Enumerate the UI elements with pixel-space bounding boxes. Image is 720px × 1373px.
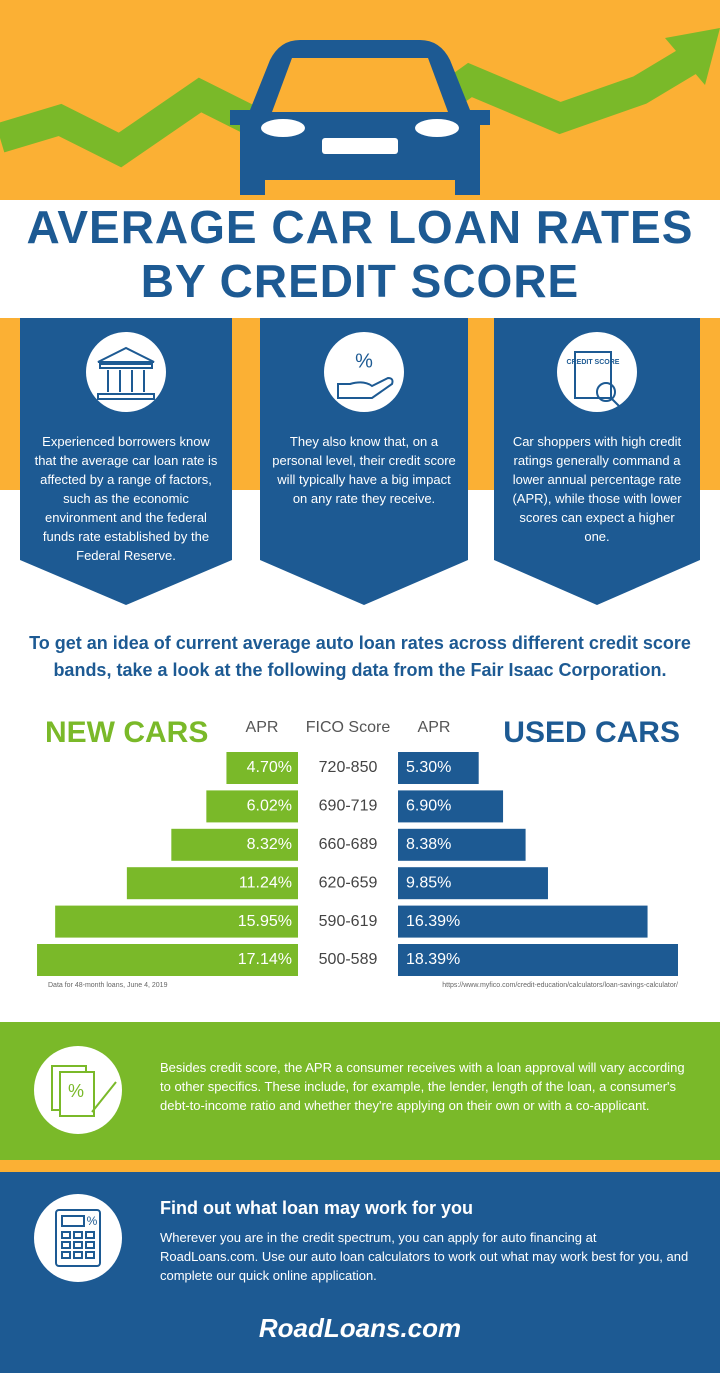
value-label: 9.85% xyxy=(406,874,451,891)
category-label: 590-619 xyxy=(319,913,378,930)
bar xyxy=(226,752,298,784)
bar xyxy=(55,905,298,938)
column-header: APR xyxy=(246,719,279,736)
value-label: 8.32% xyxy=(247,836,292,853)
bar xyxy=(398,867,548,900)
cta-heading: Find out what loan may work for you xyxy=(160,1198,474,1218)
category-label: 660-689 xyxy=(319,836,378,853)
bar xyxy=(398,905,648,938)
value-label: 8.38% xyxy=(406,836,451,853)
column-header: FICO Score xyxy=(306,719,391,736)
value-label: 11.24% xyxy=(239,874,292,891)
value-label: 18.39% xyxy=(406,951,460,968)
panel-text: They also know that, on a personal level… xyxy=(272,434,456,506)
intro: To get an idea of current average auto l… xyxy=(29,633,691,680)
percent-icon: % xyxy=(355,350,373,372)
chart: APR FICO Score APR NEW CARS USED CARS 4.70% 5.… xyxy=(37,716,680,989)
value-label: 17.14% xyxy=(238,951,292,968)
category-label: 690-719 xyxy=(319,798,378,815)
bar xyxy=(206,790,298,823)
cta-text: Wherever you are in the credit spectrum,… xyxy=(160,1230,689,1283)
category-label: 500-589 xyxy=(319,951,378,968)
bar xyxy=(37,944,299,976)
category-label: 720-850 xyxy=(319,759,378,776)
title-line-1: AVERAGE CAR LOAN RATES xyxy=(26,201,694,253)
bar xyxy=(398,944,678,976)
value-label: 16.39% xyxy=(406,913,460,930)
panel-text: Experienced borrowers know that the aver… xyxy=(34,434,218,563)
note: https://www.myfico.com/credit-education/… xyxy=(442,982,678,989)
logo: RoadLoans.com xyxy=(258,1313,462,1343)
series-title: NEW CARS xyxy=(45,716,208,749)
credit-score-icon: CREDIT SCORE xyxy=(567,359,620,366)
value-label: 6.02% xyxy=(247,798,292,815)
note: Data for 48-month loans, June 4, 2019 xyxy=(48,982,168,989)
series-title: USED CARS xyxy=(503,716,680,749)
bar xyxy=(126,867,298,900)
title-line-2: BY CREDIT SCORE xyxy=(140,255,580,307)
bar xyxy=(398,752,479,784)
value-label: 6.90% xyxy=(406,798,451,815)
panel-text: Car shoppers with high credit ratings ge… xyxy=(512,434,682,544)
value-label: 15.95% xyxy=(238,913,292,930)
bar xyxy=(398,828,526,861)
percent-icon: % xyxy=(68,1081,84,1101)
percent-icon: % xyxy=(87,1214,98,1228)
specifics-text: Besides credit score, the APR a consumer… xyxy=(160,1060,685,1113)
bar xyxy=(398,790,504,823)
value-label: 5.30% xyxy=(406,759,451,776)
value-label: 4.70% xyxy=(247,759,292,776)
category-label: 620-659 xyxy=(319,874,378,891)
bar xyxy=(171,828,298,861)
column-header: APR xyxy=(418,719,451,736)
